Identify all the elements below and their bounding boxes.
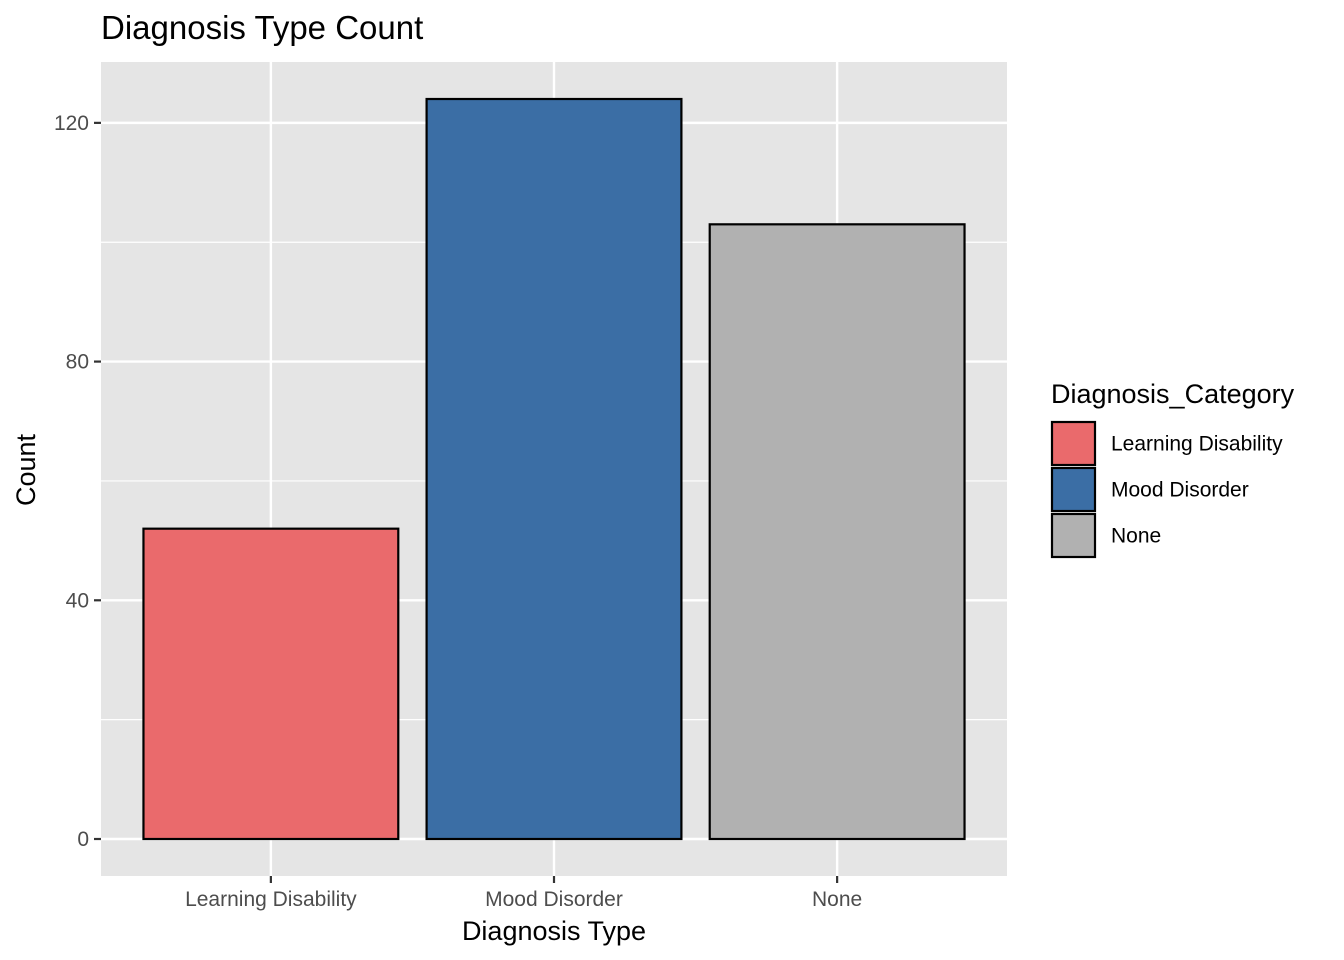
y-tick-label: 120 xyxy=(54,112,89,135)
legend-title: Diagnosis_Category xyxy=(1051,379,1295,409)
y-axis-title: Count xyxy=(11,433,41,506)
bar-learning-disability xyxy=(142,527,400,841)
legend: Diagnosis_Category Learning Disability Mo… xyxy=(1050,379,1295,559)
x-axis-title: Diagnosis Type xyxy=(462,916,646,946)
y-tick-label: 80 xyxy=(66,351,89,374)
legend-label: Learning Disability xyxy=(1111,433,1283,456)
bars xyxy=(142,97,966,841)
bar-mood-disorder xyxy=(425,97,683,841)
x-tick-label: Mood Disorder xyxy=(485,888,623,911)
x-axis: Learning Disability Mood Disorder None xyxy=(185,876,862,911)
legend-label: None xyxy=(1111,525,1161,548)
y-axis: 0 40 80 120 xyxy=(54,112,101,851)
chart-title: Diagnosis Type Count xyxy=(101,9,423,46)
legend-key xyxy=(1050,466,1097,513)
bar-none xyxy=(708,223,966,841)
y-tick-label: 40 xyxy=(66,589,89,612)
y-tick-label: 0 xyxy=(77,828,89,851)
legend-label: Mood Disorder xyxy=(1111,479,1249,502)
legend-key xyxy=(1050,420,1097,467)
x-tick-label: None xyxy=(812,888,862,911)
x-tick-label: Learning Disability xyxy=(185,888,357,911)
legend-key xyxy=(1050,512,1097,559)
